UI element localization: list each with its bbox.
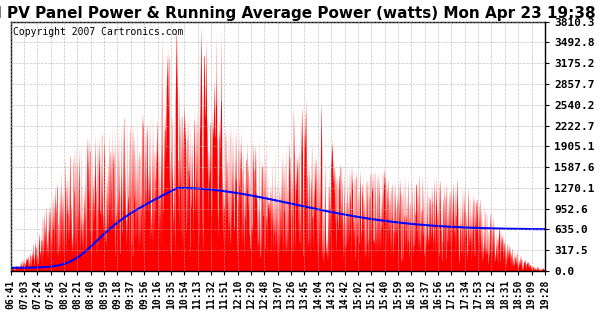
Text: Copyright 2007 Cartronics.com: Copyright 2007 Cartronics.com xyxy=(13,27,184,37)
Title: Total PV Panel Power & Running Average Power (watts) Mon Apr 23 19:38: Total PV Panel Power & Running Average P… xyxy=(0,6,596,20)
